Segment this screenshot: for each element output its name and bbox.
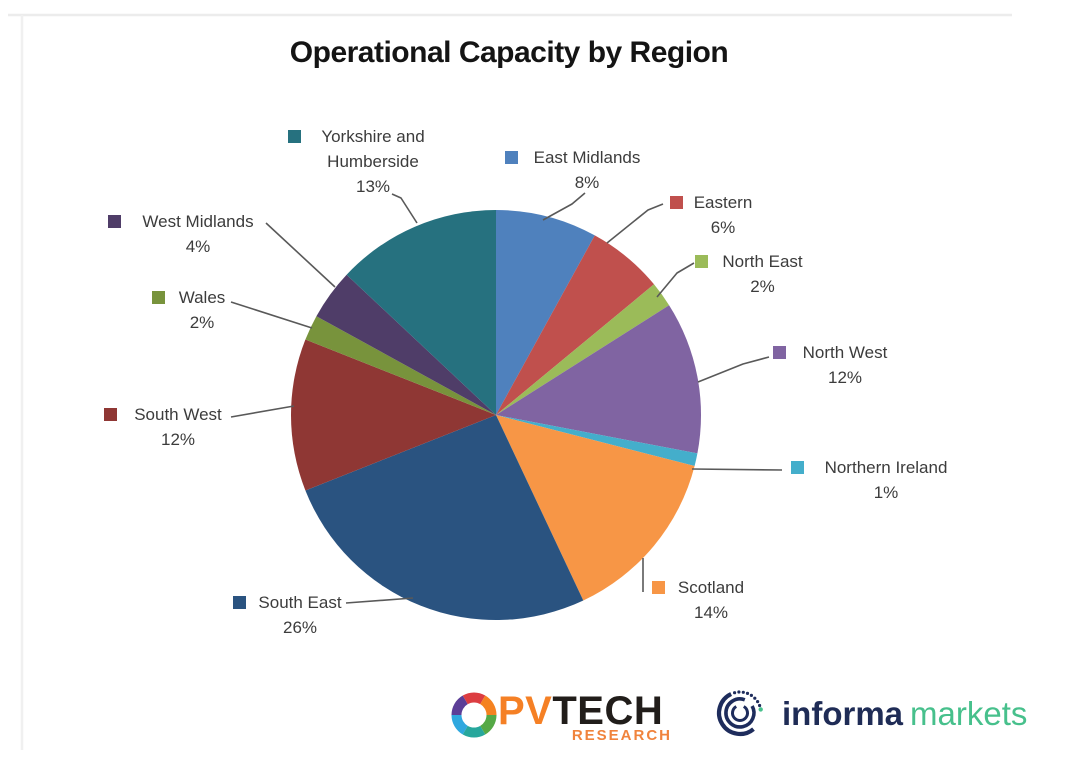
- markets-text: markets: [910, 695, 1028, 732]
- legend-swatch-icon: [505, 151, 518, 164]
- legend-swatch-icon: [288, 130, 301, 143]
- slice-percent: 2%: [750, 277, 775, 296]
- pvtech-wordmark: PVTECH: [498, 691, 663, 731]
- leader-line-eastern: [606, 203, 664, 244]
- informa-text: informa: [782, 695, 904, 732]
- slice-percent: 1%: [873, 483, 899, 502]
- informa-markets-logo: informa markets: [712, 685, 1027, 749]
- pie-label-wales: Wales 2%: [152, 285, 232, 335]
- slice-name: South West: [134, 405, 222, 424]
- pie-slice-yorkshire-and-humberside: [346, 210, 496, 415]
- pie-slice-south-west: [290, 339, 496, 491]
- slice-name: North West: [802, 343, 888, 362]
- slice-name: Wales: [178, 288, 226, 307]
- pie-slice-north-west: [496, 305, 702, 454]
- research-text: RESEARCH: [571, 727, 672, 744]
- slice-name: Yorkshire and Humberside: [321, 127, 425, 171]
- pie-label-yorkshire-and-humberside: Yorkshire and Humberside 13%: [288, 124, 438, 199]
- slice-percent: 4%: [185, 237, 211, 256]
- pie-label-north-west: North West 12%: [773, 340, 897, 390]
- slice-percent: 2%: [189, 313, 215, 332]
- pie-slice-south-east: [305, 415, 584, 621]
- pie-slice-northern-ireland: [496, 415, 698, 466]
- informa-swirl-icon: [716, 690, 763, 737]
- pie-slices-group: [290, 210, 702, 621]
- leader-line-north-west: [697, 356, 770, 383]
- legend-swatch-icon: [695, 255, 708, 268]
- legend-swatch-icon: [670, 196, 683, 209]
- legend-swatch-icon: [152, 291, 165, 304]
- slice-name: West Midlands: [142, 212, 254, 231]
- leader-line-wales: [230, 301, 313, 329]
- pie-label-north-east: North East 2%: [695, 249, 810, 299]
- slice-percent: 12%: [160, 430, 196, 449]
- pvtech-ring-icon: [451, 692, 497, 738]
- slice-percent: 12%: [827, 368, 863, 387]
- pie-label-eastern: Eastern 6%: [670, 190, 756, 240]
- pie-slice-scotland: [496, 415, 695, 601]
- pie-slice-west-midlands: [316, 274, 496, 415]
- pie-label-northern-ireland: Northern Ireland 1%: [791, 455, 961, 505]
- chart-title: Operational Capacity by Region: [289, 36, 729, 69]
- legend-swatch-icon: [652, 581, 665, 594]
- pie-label-south-east: South East 26%: [233, 590, 347, 640]
- legend-swatch-icon: [108, 215, 121, 228]
- slice-name: East Midlands: [533, 148, 641, 167]
- pie-slice-east-midlands: [496, 210, 595, 415]
- leader-line-south-east: [345, 597, 414, 604]
- pvtech-research-logo: PVTECH RESEARCH: [450, 689, 680, 749]
- tech-text: TECH: [552, 689, 664, 733]
- leader-line-north-east: [656, 262, 695, 298]
- pie-slice-north-east: [496, 284, 670, 415]
- legend-swatch-icon: [233, 596, 246, 609]
- informa-green-dot: [758, 707, 763, 712]
- legend-swatch-icon: [791, 461, 804, 474]
- slice-name: North East: [722, 252, 803, 271]
- legend-swatch-icon: [104, 408, 117, 421]
- pie-label-west-midlands: West Midlands 4%: [108, 209, 268, 259]
- pie-label-scotland: Scotland 14%: [652, 575, 750, 625]
- pie-slice-wales: [305, 316, 496, 415]
- slice-percent: 6%: [710, 218, 736, 237]
- leader-line-northern-ireland: [691, 468, 783, 471]
- legend-swatch-icon: [773, 346, 786, 359]
- pie-label-south-west: South West 12%: [104, 402, 232, 452]
- pie-label-east-midlands: East Midlands 8%: [505, 145, 649, 195]
- slice-name: Scotland: [677, 578, 745, 597]
- slice-percent: 26%: [282, 618, 318, 637]
- leader-line-east-midlands: [542, 192, 586, 221]
- leader-line-yorkshire-and-humberside: [391, 193, 418, 224]
- leader-lines: [230, 192, 783, 604]
- pv-text: PV: [498, 689, 553, 733]
- slice-name: South East: [258, 593, 342, 612]
- informa-wordmark: informa markets: [782, 694, 1027, 734]
- slice-name: Eastern: [693, 193, 753, 212]
- leader-line-south-west: [230, 405, 295, 418]
- slice-name: Northern Ireland: [824, 458, 948, 477]
- slice-percent: 14%: [693, 603, 729, 622]
- slice-percent: 8%: [574, 173, 600, 192]
- leader-line-west-midlands: [265, 222, 336, 288]
- slice-percent: 13%: [355, 177, 391, 196]
- pie-slice-eastern: [496, 235, 654, 415]
